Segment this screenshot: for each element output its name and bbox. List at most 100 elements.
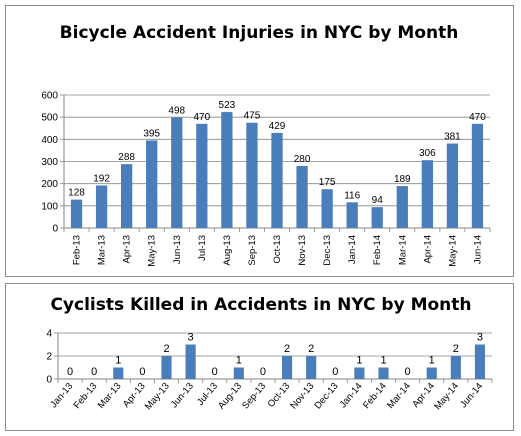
bar [121, 164, 133, 228]
data-label: 3 [477, 332, 483, 344]
bar [221, 112, 233, 228]
injuries-chart-panel: Bicycle Accident Injuries in NYC by Mont… [5, 5, 514, 277]
data-label: 2 [284, 343, 290, 355]
data-label: 498 [168, 106, 185, 117]
bar [474, 344, 486, 379]
x-tick-label: Aug-13 [216, 381, 244, 412]
bar [185, 344, 196, 379]
chart-title: Cyclists Killed in Accidents in NYC by M… [50, 295, 471, 315]
y-tick-label: 0 [46, 375, 52, 386]
y-tick-label: 400 [41, 135, 58, 146]
chart-title: Bicycle Accident Injuries in NYC by Mont… [60, 23, 459, 43]
x-tick-label: Dec-13 [312, 381, 340, 412]
x-tick-label: Jun-14 [458, 381, 485, 410]
bar [471, 123, 484, 228]
x-tick-label: Apr-14 [422, 235, 433, 264]
bar [371, 207, 383, 228]
x-tick-label: Feb-13 [72, 381, 100, 411]
data-label: 523 [219, 100, 236, 111]
x-tick-label: Mar-13 [96, 381, 124, 411]
bar [271, 132, 283, 228]
y-tick-label: 0 [52, 224, 58, 235]
data-label: 0 [212, 366, 218, 378]
data-label: 1 [429, 355, 435, 367]
bar [354, 367, 365, 379]
y-tick-label: 300 [41, 157, 58, 168]
bar [246, 122, 258, 228]
killed-chart: Cyclists Killed in Accidents in NYC by M… [46, 295, 493, 412]
bar [233, 367, 244, 379]
data-label: 0 [91, 366, 97, 378]
x-tick-label: Feb-14 [361, 381, 389, 411]
data-label: 3 [188, 332, 194, 344]
data-label: 2 [453, 343, 459, 355]
data-label: 189 [394, 174, 411, 185]
x-tick-label: Jan-14 [347, 235, 358, 264]
x-tick-label: Mar-14 [385, 381, 413, 411]
y-tick-label: 200 [41, 179, 58, 190]
y-tick-label: 100 [41, 201, 58, 212]
data-label: 0 [139, 366, 145, 378]
data-label: 381 [444, 132, 461, 143]
injuries-chart: Bicycle Accident Injuries in NYC by Mont… [41, 23, 491, 267]
bar [346, 202, 358, 228]
bar [421, 160, 433, 228]
data-label: 1 [356, 355, 362, 367]
data-label: 1 [380, 355, 386, 367]
bar [306, 356, 317, 379]
x-tick-label: Nov-13 [297, 235, 308, 266]
data-label: 280 [294, 154, 311, 165]
bar [70, 199, 83, 228]
y-tick-label: 500 [41, 113, 58, 124]
data-label: 1 [115, 355, 121, 367]
x-tick-label: Dec-13 [322, 235, 333, 266]
x-tick-label: Jun-13 [172, 235, 183, 264]
bar [161, 356, 172, 379]
x-tick-label: Sep-13 [240, 381, 268, 412]
x-tick-label: May-13 [143, 381, 172, 412]
x-tick-label: Aug-13 [222, 235, 233, 266]
data-label: 175 [319, 177, 336, 188]
data-label: 94 [372, 195, 384, 206]
data-label: 192 [93, 173, 110, 184]
x-tick-label: Feb-13 [72, 235, 83, 265]
data-label: 306 [419, 148, 436, 159]
y-tick-label: 4 [46, 329, 52, 340]
x-tick-label: May-14 [447, 235, 458, 267]
bar [446, 143, 459, 228]
x-tick-label: Sep-13 [247, 235, 258, 266]
data-label: 288 [118, 152, 135, 163]
x-tick-label: Apr-13 [122, 235, 133, 264]
x-tick-label: Jun-13 [169, 381, 196, 410]
x-tick-label: May-14 [432, 381, 461, 412]
data-label: 0 [260, 366, 266, 378]
data-label: 470 [469, 112, 486, 123]
bar [296, 165, 308, 228]
bar [146, 140, 158, 228]
x-tick-label: Jan-13 [48, 381, 75, 410]
bar [396, 186, 408, 228]
x-tick-label: Mar-13 [97, 235, 108, 265]
x-tick-label: Mar-14 [397, 235, 408, 265]
x-tick-label: Jan-14 [338, 381, 365, 410]
bar [321, 189, 333, 228]
data-label: 0 [405, 366, 411, 378]
bar [95, 185, 108, 228]
x-tick-label: Jul-13 [197, 235, 208, 261]
y-tick-label: 2 [46, 352, 52, 363]
data-label: 395 [143, 128, 160, 139]
bar [281, 356, 293, 379]
data-label: 128 [68, 188, 85, 199]
data-label: 429 [269, 121, 286, 132]
x-tick-label: Oct-13 [272, 235, 283, 264]
data-label: 0 [67, 366, 73, 378]
data-label: 116 [344, 190, 360, 201]
data-label: 2 [308, 343, 314, 355]
killed-chart-panel: Cyclists Killed in Accidents in NYC by M… [5, 283, 514, 431]
data-label: 475 [244, 111, 261, 122]
data-label: 470 [193, 112, 210, 123]
data-label: 2 [163, 343, 169, 355]
bar [196, 123, 208, 228]
data-label: 0 [332, 366, 338, 378]
x-tick-label: May-13 [147, 235, 158, 267]
